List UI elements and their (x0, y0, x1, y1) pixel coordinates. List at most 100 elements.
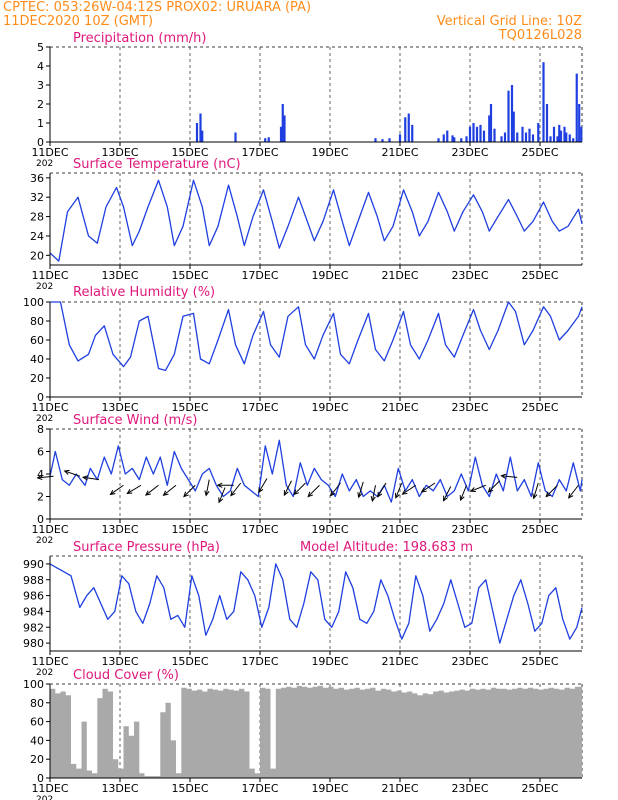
precip-bar (442, 134, 445, 142)
wind-arrow-shaft (205, 479, 210, 496)
x-year-label: 202 (36, 282, 53, 292)
precip-bar (388, 138, 391, 142)
precip-bar (453, 137, 456, 142)
x-tick-label: 23DEC (451, 655, 488, 668)
wind-arrow-shaft (258, 478, 268, 493)
x-tick-label: 21DEC (381, 401, 418, 414)
y-tick-label: 0 (37, 136, 44, 149)
x-tick-label: 21DEC (381, 655, 418, 668)
wind-arrow (401, 484, 417, 495)
precip-bar (558, 124, 561, 142)
precip-bar (512, 111, 515, 142)
wind-arrow-head (401, 489, 408, 495)
x-tick-label: 15DEC (171, 146, 208, 159)
precip-bar (559, 130, 563, 142)
wind-arrow-shaft (545, 484, 558, 497)
wind-arrow (459, 485, 467, 502)
x-tick-label: 11DEC (31, 146, 68, 159)
wind-arrow-shaft (293, 482, 306, 495)
precip-bar (199, 113, 202, 142)
x-tick-label: 19DEC (311, 782, 348, 795)
precip-bar (283, 115, 286, 142)
x-tick-label: 17DEC (241, 523, 278, 536)
wind-arrow-head (329, 490, 336, 497)
x-tick-label: 21DEC (381, 523, 418, 536)
wind-arrow-shaft (330, 482, 341, 496)
x-year-label: 202 (36, 159, 53, 169)
y-tick-label: 20 (30, 372, 44, 385)
wind-arrow-shaft (421, 482, 436, 493)
wind-arrow (293, 482, 306, 496)
wind-arrow-head (487, 487, 494, 493)
wind-arrow (329, 482, 341, 497)
x-tick-label: 21DEC (381, 782, 418, 795)
precip-bar (264, 138, 267, 142)
wind-arrow (377, 482, 387, 498)
precip-bar (404, 117, 407, 142)
wind-arrow-head (567, 492, 574, 499)
x-tick-label: 11DEC (31, 269, 68, 282)
wind-arrow-head (469, 487, 476, 493)
x-tick-label: 15DEC (171, 523, 208, 536)
x-tick-label: 15DEC (171, 269, 208, 282)
x-tick-label: 19DEC (311, 146, 348, 159)
wind-arrow-shaft (395, 482, 403, 499)
wind-arrow (258, 478, 268, 494)
wind-arrow (204, 479, 210, 497)
x-tick-label: 17DEC (241, 146, 278, 159)
cloud-area (50, 685, 582, 778)
wind-arrow (126, 484, 142, 495)
wind-arrow-shaft (460, 485, 467, 501)
wind-arrow (420, 482, 436, 493)
y-tick-label: 4 (37, 60, 44, 73)
wind-arrow-shaft (230, 482, 242, 496)
precip-bar (482, 130, 486, 142)
wind-arrow-shaft (501, 475, 518, 478)
wind-arrow-head (82, 475, 89, 481)
wind-arrow-head (394, 492, 400, 499)
x-year-label: 202 (36, 795, 53, 800)
wind-arrow-head (293, 489, 300, 496)
precip-bar (500, 136, 503, 142)
precip-bar (281, 104, 284, 142)
wind-arrow-head (258, 487, 264, 494)
wind-arrow (218, 487, 226, 504)
x-tick-label: 25DEC (521, 655, 558, 668)
y-tick-label: 988 (23, 574, 44, 587)
cloud-title: Cloud Cover (%) (73, 668, 179, 683)
rh-title: Relative Humidity (%) (73, 285, 215, 300)
y-tick-label: 36 (30, 172, 44, 185)
wind-arrow-shaft (402, 484, 417, 495)
y-tick-label: 1 (37, 117, 44, 130)
wind-arrow-head (63, 469, 70, 475)
x-tick-label: 23DEC (451, 146, 488, 159)
wind-arrow-head (36, 474, 43, 481)
y-tick-label: 984 (23, 605, 44, 618)
x-tick-label: 23DEC (451, 401, 488, 414)
header-model-id: TQ0126L028 (498, 28, 582, 43)
precip-bar (556, 136, 559, 142)
y-tick-label: 986 (23, 590, 44, 603)
wind-arrow-head (500, 473, 507, 479)
precip-bar (528, 128, 531, 142)
precip-bar (446, 130, 449, 142)
wind-arrow-shaft (470, 484, 486, 492)
x-tick-label: 15DEC (171, 401, 208, 414)
wind-arrow-head (459, 495, 465, 502)
x-tick-label: 13DEC (101, 401, 138, 414)
y-tick-label: 20 (30, 249, 44, 262)
precip-bar (531, 134, 535, 142)
x-tick-label: 17DEC (241, 782, 278, 795)
x-tick-label: 11DEC (31, 523, 68, 536)
precip-bar (549, 136, 552, 142)
y-tick-label: 2 (37, 98, 44, 111)
precip-bar (411, 124, 414, 142)
x-tick-label: 13DEC (101, 269, 138, 282)
precip-bar (503, 132, 507, 142)
x-tick-label: 19DEC (311, 523, 348, 536)
precip-bar (488, 115, 491, 142)
y-tick-label: 0 (37, 513, 44, 526)
wind-arrow-shaft (443, 486, 452, 501)
precip-bar (545, 104, 549, 142)
wind-arrow-shaft (127, 484, 142, 494)
